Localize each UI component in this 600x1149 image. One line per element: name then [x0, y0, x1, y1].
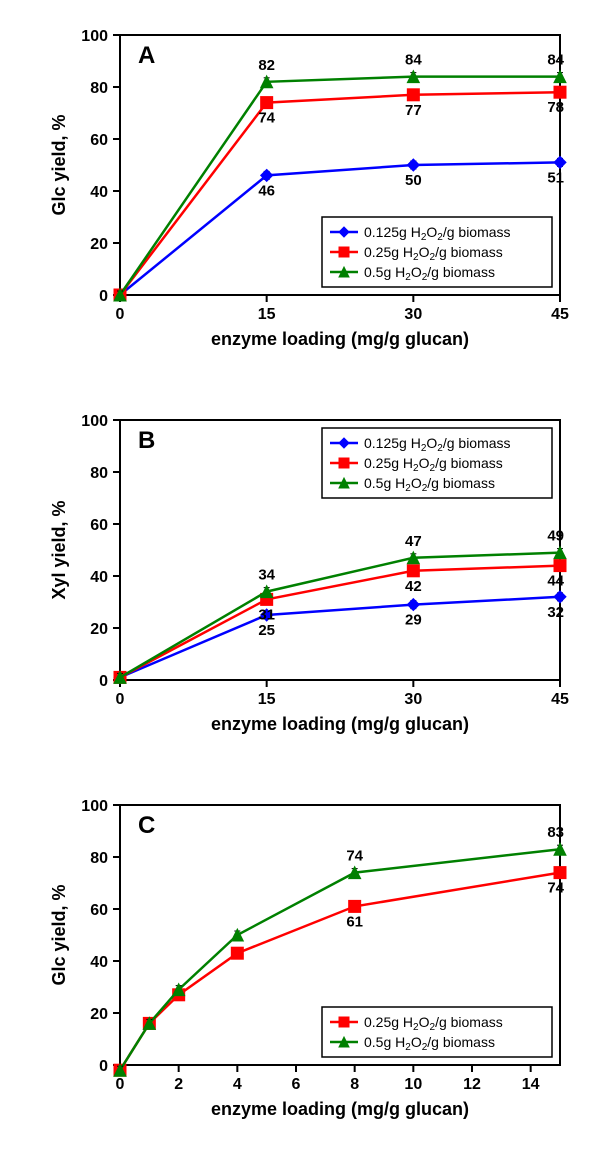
data-point-label: 32 — [547, 604, 564, 621]
svg-text:4: 4 — [233, 1076, 242, 1093]
y-axis-label: Glc yield, % — [49, 114, 69, 215]
data-point-label: 50 — [405, 172, 422, 189]
panel-letter: B — [138, 427, 155, 454]
svg-text:6: 6 — [292, 1076, 301, 1093]
svg-text:0: 0 — [116, 306, 125, 323]
svg-text:80: 80 — [90, 850, 108, 867]
svg-text:0: 0 — [99, 1058, 108, 1075]
data-point-label: 74 — [346, 848, 363, 865]
panel-letter: A — [138, 42, 155, 69]
svg-text:40: 40 — [90, 569, 108, 586]
x-axis-label: enzyme loading (mg/g glucan) — [211, 714, 469, 734]
data-point-label: 83 — [547, 824, 564, 841]
svg-text:40: 40 — [90, 184, 108, 201]
chart-panel-B: 0 15 30 45 0 20 40 60 80 100 enzyme loading (mg/g … — [40, 400, 600, 760]
svg-text:80: 80 — [90, 80, 108, 97]
svg-text:100: 100 — [81, 413, 108, 430]
chart-panel: 0153045020406080100enzyme loading (mg/g … — [40, 400, 560, 760]
data-point-label: 42 — [405, 578, 422, 595]
data-point-label: 47 — [405, 533, 422, 550]
y-axis-label: Xyl yield, % — [49, 500, 69, 599]
svg-text:0: 0 — [116, 691, 125, 708]
data-point-label: 61 — [346, 913, 363, 930]
data-point-label: 49 — [547, 528, 564, 545]
chart-panel-A: 0 15 30 45 0 20 40 60 80 100 enzyme loading (mg/g … — [40, 15, 600, 375]
svg-text:45: 45 — [551, 306, 569, 323]
svg-text:80: 80 — [90, 465, 108, 482]
data-point-label: 25 — [258, 622, 275, 639]
svg-text:30: 30 — [404, 691, 422, 708]
data-point-label: 46 — [258, 182, 275, 199]
data-point-label: 84 — [547, 52, 564, 69]
chart-panel-C: 0 2 4 6 8 10 12 14 0 20 40 60 80 100 enzyme loading (m… — [40, 785, 600, 1145]
svg-text:2: 2 — [174, 1076, 183, 1093]
x-axis-label: enzyme loading (mg/g glucan) — [211, 329, 469, 349]
svg-text:8: 8 — [350, 1076, 359, 1093]
svg-text:40: 40 — [90, 954, 108, 971]
svg-text:0: 0 — [99, 673, 108, 690]
data-point-label: 77 — [405, 102, 422, 119]
data-point-label: 74 — [258, 110, 275, 127]
svg-text:0: 0 — [99, 288, 108, 305]
data-point-label: 44 — [547, 573, 564, 590]
x-axis-label: enzyme loading (mg/g glucan) — [211, 1099, 469, 1119]
svg-text:60: 60 — [90, 132, 108, 149]
svg-text:15: 15 — [258, 306, 276, 323]
svg-text:12: 12 — [463, 1076, 481, 1093]
data-point-label: 74 — [547, 880, 564, 897]
svg-text:20: 20 — [90, 621, 108, 638]
data-point-label: 78 — [547, 99, 564, 116]
data-point-label: 29 — [405, 612, 422, 629]
data-point-label: 51 — [547, 169, 564, 186]
chart-panel: 0 2 4 6 8 10 12 14 0 20 40 60 80 100 enzyme loading (m… — [40, 785, 560, 1145]
y-axis-label: Glc yield, % — [49, 884, 69, 985]
svg-text:15: 15 — [258, 691, 276, 708]
data-point-label: 84 — [405, 52, 422, 69]
svg-text:0: 0 — [116, 1076, 125, 1093]
data-point-label: 31 — [258, 606, 275, 623]
svg-text:10: 10 — [404, 1076, 422, 1093]
svg-text:45: 45 — [551, 691, 569, 708]
data-point-label: 34 — [258, 567, 275, 584]
chart-panel: 0153045020406080100enzyme loading (mg/g … — [40, 15, 560, 375]
data-point-label: 82 — [258, 57, 275, 74]
svg-text:30: 30 — [404, 306, 422, 323]
svg-text:60: 60 — [90, 902, 108, 919]
panel-letter: C — [138, 812, 155, 839]
svg-text:14: 14 — [522, 1076, 540, 1093]
svg-text:20: 20 — [90, 236, 108, 253]
svg-text:20: 20 — [90, 1006, 108, 1023]
svg-text:100: 100 — [81, 28, 108, 45]
svg-text:100: 100 — [81, 798, 108, 815]
svg-text:60: 60 — [90, 517, 108, 534]
